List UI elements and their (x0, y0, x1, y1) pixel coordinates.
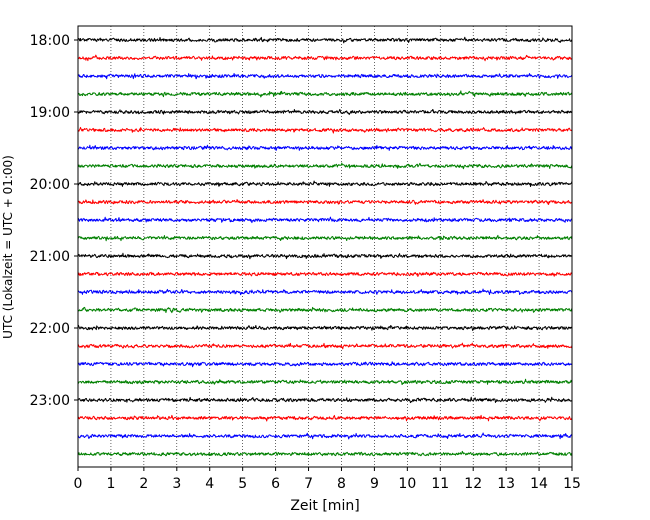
seismic-trace (77, 378, 573, 386)
seismic-trace (77, 361, 573, 368)
seismic-trace (77, 36, 573, 44)
x-tick-label: 8 (337, 476, 346, 492)
x-tick-label: 11 (431, 476, 449, 492)
x-tick-label: 4 (205, 476, 214, 492)
seismic-trace (77, 450, 573, 457)
x-tick-label: 0 (74, 476, 83, 492)
y-tick-label: 20:00 (30, 177, 70, 193)
seismic-trace (77, 252, 573, 260)
y-tick-label: 21:00 (30, 249, 70, 265)
seismic-trace (77, 288, 573, 296)
y-axis-label: UTC (Lokalzeit = UTC + 01:00) (1, 155, 15, 339)
y-tick-label: 18:00 (30, 33, 70, 49)
seismic-trace (77, 432, 573, 440)
seismic-trace (77, 180, 573, 188)
x-tick-label: 6 (271, 476, 280, 492)
y-tick-label: 19:00 (30, 105, 70, 121)
x-tick-label: 2 (139, 476, 148, 492)
x-tick-label: 9 (370, 476, 379, 492)
x-tick-label: 13 (497, 476, 515, 492)
seismic-trace (77, 234, 573, 242)
seismic-trace (77, 126, 573, 134)
seismic-trace (77, 90, 573, 98)
y-axis-ticks: 18:00 19:00 20:00 21:00 22:00 23:00 (30, 33, 78, 409)
y-tick-label: 23:00 (30, 393, 70, 409)
x-tick-label: 5 (238, 476, 247, 492)
seismic-trace (77, 199, 573, 206)
x-tick-label: 10 (398, 476, 416, 492)
seismic-trace (77, 108, 573, 116)
seismic-trace (77, 414, 573, 422)
seismic-trace (77, 54, 573, 62)
seismic-trace (77, 144, 573, 151)
x-tick-label: 1 (106, 476, 115, 492)
seismic-trace (77, 162, 573, 170)
x-tick-label: 14 (530, 476, 548, 492)
seismic-trace (77, 324, 573, 332)
plot-background (78, 26, 572, 467)
seismic-trace (77, 342, 573, 350)
x-axis-ticks: 0 1 2 3 4 5 6 7 8 9 10 11 12 13 14 15 (74, 467, 581, 492)
seismic-trace (77, 396, 573, 404)
y-tick-label: 22:00 (30, 321, 70, 337)
seismic-traces (77, 36, 573, 457)
seismic-trace (77, 73, 573, 80)
x-axis-label: Zeit [min] (290, 498, 359, 514)
x-tick-label: 3 (172, 476, 181, 492)
plot-frame (77, 25, 573, 468)
seismic-trace (77, 271, 573, 277)
seismic-trace (77, 306, 573, 314)
x-tick-label: 15 (563, 476, 581, 492)
seismic-trace (77, 216, 573, 224)
x-tick-label: 12 (464, 476, 482, 492)
x-tick-label: 7 (304, 476, 313, 492)
